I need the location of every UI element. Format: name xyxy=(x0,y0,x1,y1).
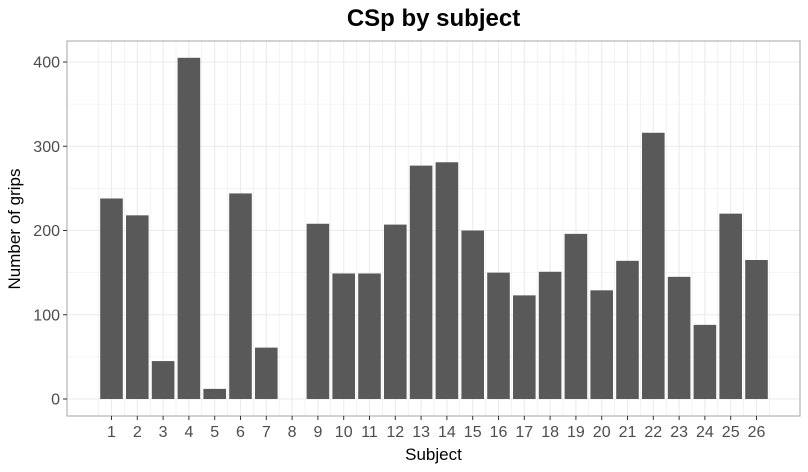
grid-minor xyxy=(67,41,800,416)
x-tick-label: 2 xyxy=(133,424,142,441)
bar-subject-7 xyxy=(255,347,278,399)
bar-subject-12 xyxy=(384,224,407,399)
y-tick-label: 0 xyxy=(51,392,60,409)
bar-subject-17 xyxy=(513,295,536,399)
x-tick-label: 12 xyxy=(386,424,404,441)
bar-subject-24 xyxy=(693,324,717,399)
bar-subject-3 xyxy=(151,361,175,399)
x-tick-label: 8 xyxy=(288,424,297,441)
x-tick-label: 9 xyxy=(313,424,322,441)
bar-subject-4 xyxy=(177,57,201,399)
y-tick-label: 100 xyxy=(33,307,60,324)
y-axis: 0 100 200 300 400 xyxy=(33,55,67,409)
x-tick-label: 26 xyxy=(748,424,766,441)
x-tick-label: 6 xyxy=(236,424,245,441)
x-tick-label: 17 xyxy=(515,424,533,441)
x-tick-label: 19 xyxy=(567,424,585,441)
x-tick-label: 3 xyxy=(159,424,168,441)
bar-subject-6 xyxy=(229,193,252,399)
bar-subject-26 xyxy=(745,259,768,399)
x-tick-label: 16 xyxy=(490,424,508,441)
x-tick-label: 21 xyxy=(619,424,637,441)
bar-subject-25 xyxy=(719,213,742,399)
bar-subject-21 xyxy=(616,260,639,399)
x-tick-label: 11 xyxy=(361,424,378,441)
x-tick-label: 5 xyxy=(210,424,219,441)
bar-subject-23 xyxy=(667,276,691,399)
bar-subject-22 xyxy=(642,132,665,399)
bars xyxy=(100,57,768,399)
x-tick-label: 4 xyxy=(184,424,193,441)
bar-subject-14 xyxy=(435,162,459,399)
bar-subject-5 xyxy=(203,388,226,399)
x-axis-title: Subject xyxy=(405,445,462,464)
x-tick-label: 1 xyxy=(107,424,116,441)
y-axis-title: Number of grips xyxy=(5,169,24,290)
x-axis: 1 2 3 4 5 6 7 8 9 10 11 12 13 14 15 16 17 18 19 20 21 22 23 24 2… xyxy=(107,416,766,441)
bar-subject-20 xyxy=(590,290,613,399)
x-tick-label: 18 xyxy=(541,424,559,441)
x-tick-label: 13 xyxy=(412,424,430,441)
x-tick-label: 24 xyxy=(696,424,714,441)
y-tick-label: 300 xyxy=(33,139,60,156)
bar-subject-18 xyxy=(538,271,562,399)
bar-subject-15 xyxy=(461,230,484,399)
y-tick-label: 200 xyxy=(33,223,60,240)
bar-subject-13 xyxy=(409,165,433,399)
x-tick-label: 20 xyxy=(593,424,611,441)
bar-subject-9 xyxy=(306,223,330,399)
bar-subject-16 xyxy=(487,272,510,399)
x-tick-label: 15 xyxy=(464,424,482,441)
x-tick-label: 22 xyxy=(644,424,662,441)
x-tick-label: 7 xyxy=(262,424,271,441)
x-tick-label: 14 xyxy=(438,424,456,441)
x-tick-label: 10 xyxy=(335,424,353,441)
y-tick-label: 400 xyxy=(33,55,60,72)
bar-subject-1 xyxy=(100,198,123,399)
chart-title: CSp by subject xyxy=(347,5,520,32)
bar-subject-19 xyxy=(564,233,588,399)
bar-subject-10 xyxy=(332,273,355,399)
bar-subject-11 xyxy=(358,273,381,399)
bar-subject-2 xyxy=(126,215,149,399)
panel-border xyxy=(66,40,801,417)
x-tick-label: 23 xyxy=(670,424,688,441)
x-tick-label: 25 xyxy=(722,424,740,441)
